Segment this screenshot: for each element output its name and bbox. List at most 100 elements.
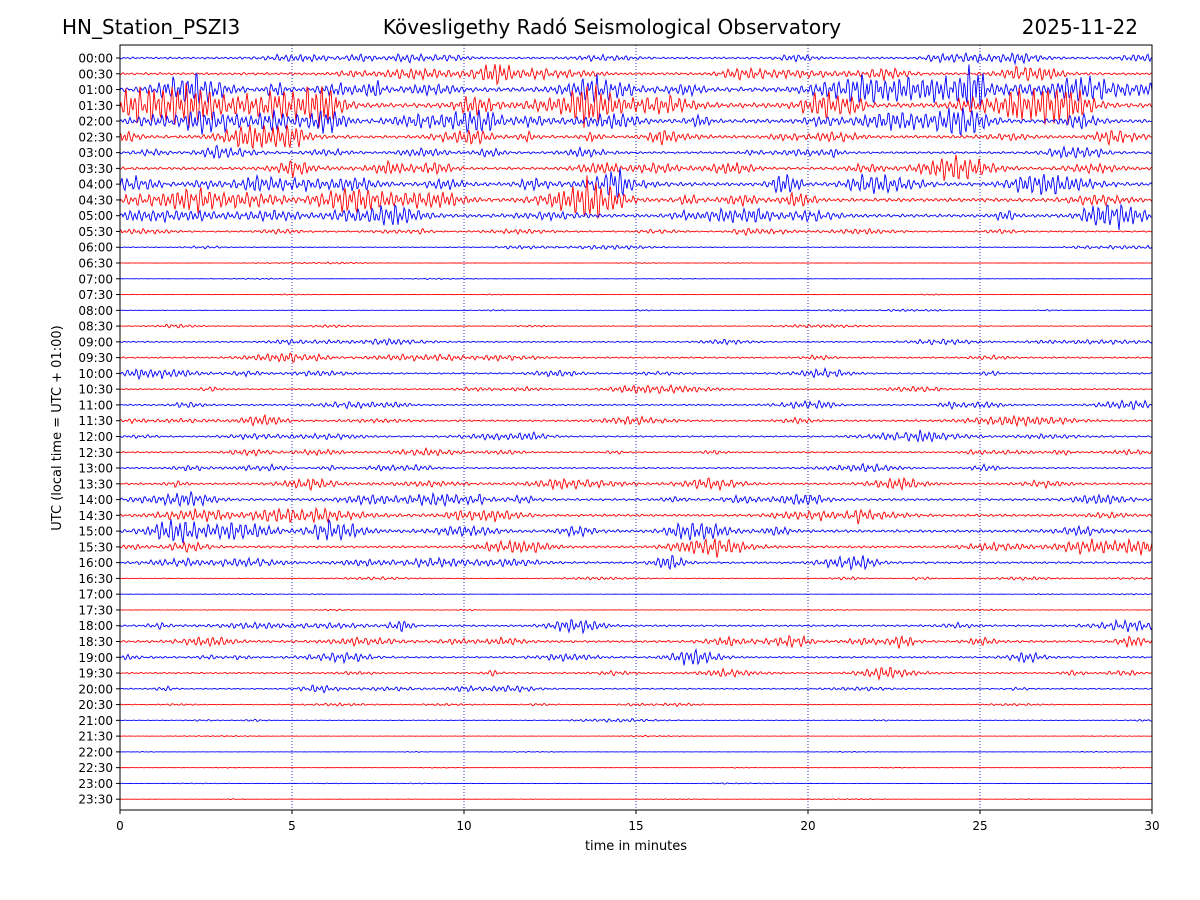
trace-0230 (119, 124, 1153, 150)
trace-0830 (119, 323, 1153, 329)
x-axis-ticks: 0 5 10 15 20 25 30 (116, 810, 1160, 833)
trace-0800 (119, 308, 1153, 312)
y-tick-label: 22:00 (78, 745, 113, 759)
trace-1330 (119, 476, 1153, 492)
grid-lines (291, 45, 981, 810)
y-tick-label: 15:30 (78, 540, 113, 554)
y-tick-label: 04:30 (78, 193, 113, 207)
y-tick-label: 21:00 (78, 714, 113, 728)
y-tick-label: 01:30 (78, 99, 113, 113)
y-tick-label: 21:30 (78, 730, 113, 744)
y-tick-label: 06:00 (78, 241, 113, 255)
y-tick-label: 23:30 (78, 793, 113, 807)
trace-1500 (119, 518, 1153, 544)
trace-0030 (119, 64, 1153, 86)
chart-date: 2025-11-22 (1021, 15, 1138, 39)
y-tick-label: 14:30 (78, 509, 113, 523)
y-tick-label: 05:00 (78, 209, 113, 223)
y-tick-label: 14:00 (78, 493, 113, 507)
y-tick-label: 05:30 (78, 225, 113, 239)
y-tick-label: 18:00 (78, 619, 113, 633)
trace-2330 (119, 798, 1153, 801)
y-tick-label: 07:30 (78, 288, 113, 302)
x-tick-label: 10 (456, 819, 471, 833)
y-tick-label: 09:00 (78, 335, 113, 349)
y-tick-label: 07:00 (78, 272, 113, 286)
y-tick-label: 03:30 (78, 162, 113, 176)
y-tick-label: 02:00 (78, 115, 113, 129)
x-axis-label: time in minutes (585, 839, 687, 854)
y-tick-label: 06:30 (78, 257, 113, 271)
y-tick-label: 13:00 (78, 462, 113, 476)
trace-0100 (119, 64, 1153, 110)
trace-2200 (119, 750, 1153, 753)
trace-2000 (119, 684, 1153, 694)
y-tick-label: 22:30 (78, 761, 113, 775)
trace-1530 (119, 537, 1153, 558)
x-tick-label: 15 (628, 819, 643, 833)
trace-1100 (119, 399, 1153, 410)
seismic-traces (119, 51, 1153, 801)
y-tick-label: 20:00 (78, 682, 113, 696)
y-tick-label: 13:30 (78, 477, 113, 491)
trace-1130 (119, 413, 1153, 428)
y-tick-label: 17:30 (78, 603, 113, 617)
y-tick-label: 04:00 (78, 178, 113, 192)
trace-1030 (119, 384, 1153, 394)
y-tick-label: 00:30 (78, 67, 113, 81)
trace-2100 (119, 718, 1153, 723)
x-tick-label: 0 (116, 819, 124, 833)
trace-1700 (119, 593, 1153, 596)
x-tick-label: 30 (1144, 819, 1159, 833)
trace-1600 (119, 554, 1153, 571)
trace-0000 (119, 51, 1153, 66)
trace-0900 (119, 338, 1153, 346)
y-tick-label: 20:30 (78, 698, 113, 712)
trace-1730 (119, 608, 1153, 612)
y-tick-label: 03:00 (78, 146, 113, 160)
trace-1230 (119, 446, 1153, 458)
trace-1900 (119, 648, 1153, 666)
trace-1800 (119, 618, 1153, 635)
y-tick-label: 16:30 (78, 572, 113, 586)
trace-1300 (119, 462, 1153, 473)
y-tick-label: 02:30 (78, 130, 113, 144)
y-tick-label: 10:00 (78, 367, 113, 381)
trace-2030 (119, 702, 1153, 708)
trace-0630 (120, 261, 1153, 265)
y-tick-label: 11:30 (78, 414, 113, 428)
y-tick-label: 19:30 (78, 667, 113, 681)
y-tick-label: 10:30 (78, 383, 113, 397)
trace-2300 (119, 782, 1153, 785)
trace-0200 (119, 107, 1153, 137)
trace-1930 (119, 666, 1153, 682)
trace-0300 (119, 144, 1153, 160)
trace-0130 (119, 83, 1153, 128)
trace-0930 (119, 352, 1153, 363)
y-tick-label: 19:00 (78, 651, 113, 665)
y-tick-label: 17:00 (78, 588, 113, 602)
trace-0600 (119, 244, 1153, 251)
trace-0700 (119, 277, 1153, 280)
y-axis-label: UTC (local time = UTC + 01:00) (50, 325, 65, 530)
chart-title: Kövesligethy Radó Seismological Observat… (382, 15, 842, 39)
trace-0330 (119, 154, 1153, 181)
y-tick-label: 12:30 (78, 446, 113, 460)
y-tick-label: 12:00 (78, 430, 113, 444)
trace-2230 (119, 766, 1153, 769)
trace-1400 (119, 491, 1153, 508)
trace-1830 (119, 634, 1153, 649)
trace-0430 (119, 175, 1153, 220)
trace-0500 (119, 203, 1153, 231)
station-name: HN_Station_PSZI3 (62, 15, 241, 39)
x-tick-label: 20 (800, 819, 815, 833)
trace-1000 (119, 367, 1153, 381)
trace-0530 (119, 227, 1153, 237)
trace-0400 (119, 167, 1153, 199)
x-tick-label: 5 (288, 819, 296, 833)
trace-1430 (119, 507, 1153, 525)
y-tick-label: 18:30 (78, 635, 113, 649)
y-tick-label: 08:00 (78, 304, 113, 318)
